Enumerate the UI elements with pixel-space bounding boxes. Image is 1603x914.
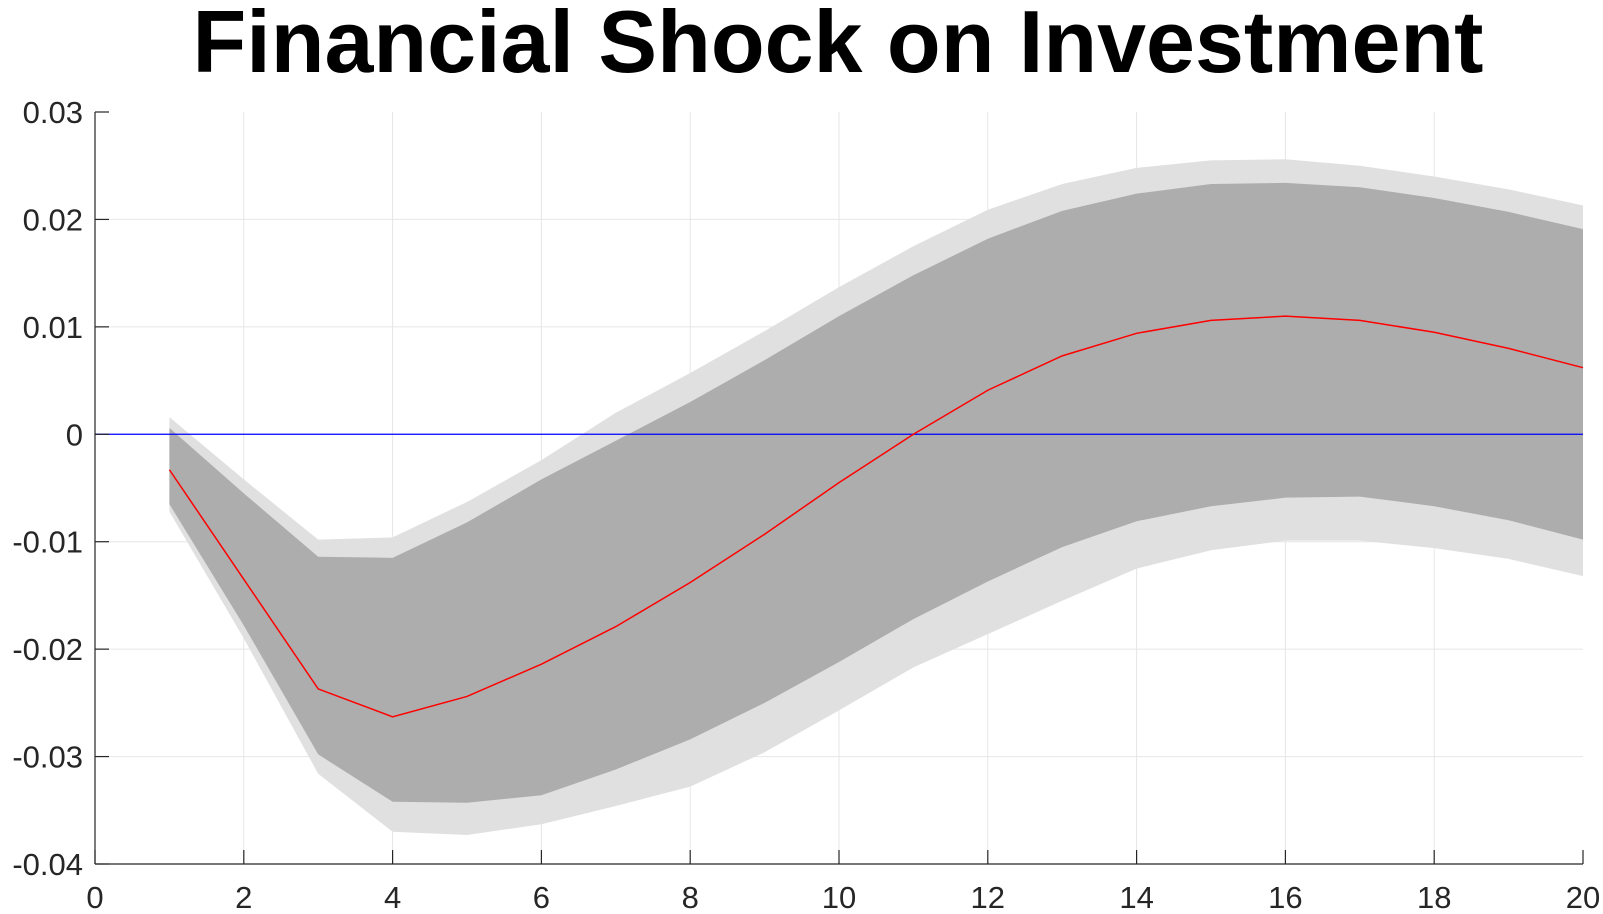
x-tick-label-7: 14 [1119, 880, 1153, 914]
x-tick-label-0: 0 [86, 880, 103, 914]
x-tick-label-8: 16 [1268, 880, 1302, 914]
x-tick-label-6: 12 [971, 880, 1005, 914]
x-tick-label-9: 18 [1417, 880, 1451, 914]
y-tick-label-7: 0.03 [23, 95, 83, 130]
median-response-line [168, 315, 1584, 718]
y-tick-label-3: -0.01 [12, 525, 83, 560]
axes [94, 111, 1584, 865]
y-tick-label-2: -0.02 [12, 632, 83, 667]
y-tick-label-6: 0.02 [23, 202, 83, 237]
y-tick-label-5: 0.01 [23, 310, 83, 345]
inner-credible-band [169, 182, 1583, 803]
y-tick-label-4: 0 [66, 417, 83, 452]
chart-title: Financial Shock on Investment [192, 0, 1484, 91]
y-tick-label-0: -0.04 [12, 847, 83, 882]
y-tick-label-1: -0.03 [12, 740, 83, 775]
x-tick-label-2: 4 [384, 880, 401, 914]
x-tick-label-4: 8 [682, 880, 699, 914]
x-tick-label-3: 6 [533, 880, 550, 914]
tick-labels: 0 2 4 6 8 10 12 14 16 18 20 -0.04 -0.03 -0.02 -0.01 0 0.… [12, 95, 1600, 914]
x-tick-label-1: 2 [235, 880, 252, 914]
x-tick-label-10: 20 [1566, 880, 1600, 914]
x-tick-label-5: 10 [822, 880, 856, 914]
